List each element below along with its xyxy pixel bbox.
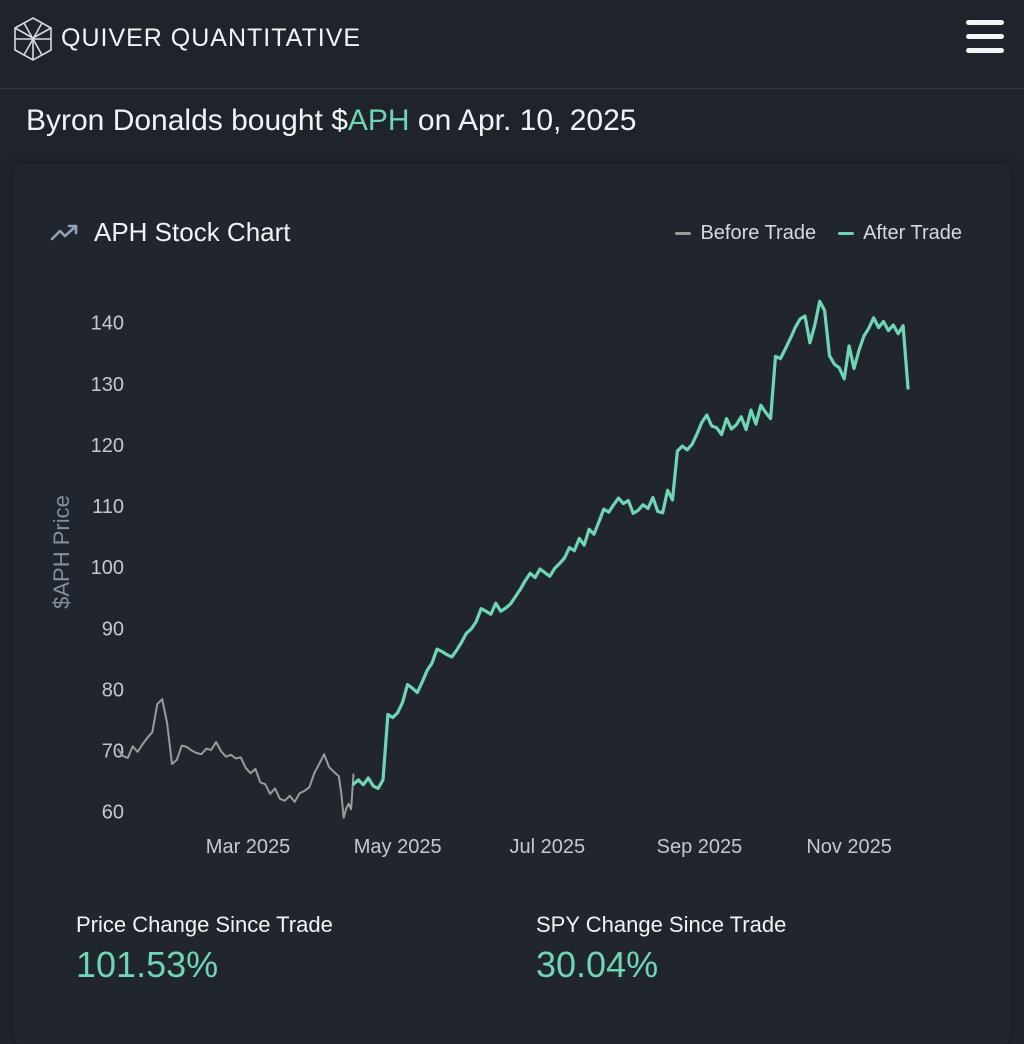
legend-label-after: After Trade bbox=[863, 222, 962, 244]
stock-chart: 60 70 80 90 100 110 120 130 140 Mar 2025 May 2025 J… bbox=[49, 299, 910, 858]
price-change-label: Price Change Since Trade bbox=[76, 912, 333, 937]
legend-swatch-after bbox=[838, 232, 855, 235]
x-tick-label-sep-2025: Sep 2025 bbox=[657, 836, 743, 858]
y-tick-label-100: 100 bbox=[91, 557, 124, 579]
ticker-link[interactable]: APH bbox=[347, 104, 410, 137]
quiver-cube-logo-icon[interactable] bbox=[12, 16, 54, 62]
trade-stats: Price Change Since Trade 101.53% SPY Cha… bbox=[76, 912, 976, 1032]
x-tick-label-nov-2025: Nov 2025 bbox=[806, 836, 892, 858]
y-tick-label-120: 120 bbox=[91, 435, 124, 457]
chart-legend: Before Trade After Trade bbox=[675, 222, 962, 245]
spy-change-label: SPY Change Since Trade bbox=[536, 912, 787, 937]
x-tick-label-mar-2025: Mar 2025 bbox=[206, 836, 291, 858]
chart-title: APH Stock Chart bbox=[50, 217, 291, 248]
y-tick-label-130: 130 bbox=[91, 374, 124, 396]
y-axis-label: $APH Price bbox=[49, 495, 74, 609]
chart-title-text: APH Stock Chart bbox=[94, 217, 291, 247]
y-tick-label-60: 60 bbox=[102, 802, 124, 824]
top-navigation-bar: QUIVER QUANTITATIVE bbox=[0, 0, 1024, 89]
y-tick-label-140: 140 bbox=[91, 313, 124, 335]
series-line-before-trade bbox=[117, 698, 355, 819]
headline-suffix: on Apr. 10, 2025 bbox=[409, 104, 637, 137]
legend-after-trade[interactable]: After Trade bbox=[838, 222, 962, 245]
page-title: Byron Donalds bought $APH on Apr. 10, 20… bbox=[26, 104, 636, 138]
y-tick-label-90: 90 bbox=[102, 618, 124, 640]
y-tick-label-110: 110 bbox=[92, 496, 124, 518]
y-tick-label-80: 80 bbox=[102, 679, 124, 701]
chart-card: APH Stock Chart Before Trade After Trade… bbox=[14, 164, 1010, 1044]
spy-change-stat: SPY Change Since Trade 30.04% bbox=[536, 912, 786, 986]
trending-up-icon bbox=[50, 224, 78, 240]
series-line-after-trade bbox=[351, 299, 910, 791]
legend-before-trade[interactable]: Before Trade bbox=[675, 222, 816, 245]
x-tick-label-may-2025: May 2025 bbox=[354, 836, 442, 858]
x-tick-label-jul-2025: Jul 2025 bbox=[510, 836, 586, 858]
brand-name[interactable]: QUIVER QUANTITATIVE bbox=[61, 24, 362, 52]
y-tick-label-70: 70 bbox=[102, 741, 124, 763]
legend-swatch-before bbox=[675, 232, 692, 235]
spy-change-value: 30.04% bbox=[536, 944, 659, 985]
price-change-value: 101.53% bbox=[76, 944, 219, 985]
headline-prefix: Byron Donalds bought $ bbox=[26, 104, 348, 137]
hamburger-menu-icon[interactable] bbox=[964, 18, 1006, 56]
price-change-stat: Price Change Since Trade 101.53% bbox=[76, 912, 333, 986]
legend-label-before: Before Trade bbox=[700, 222, 817, 244]
